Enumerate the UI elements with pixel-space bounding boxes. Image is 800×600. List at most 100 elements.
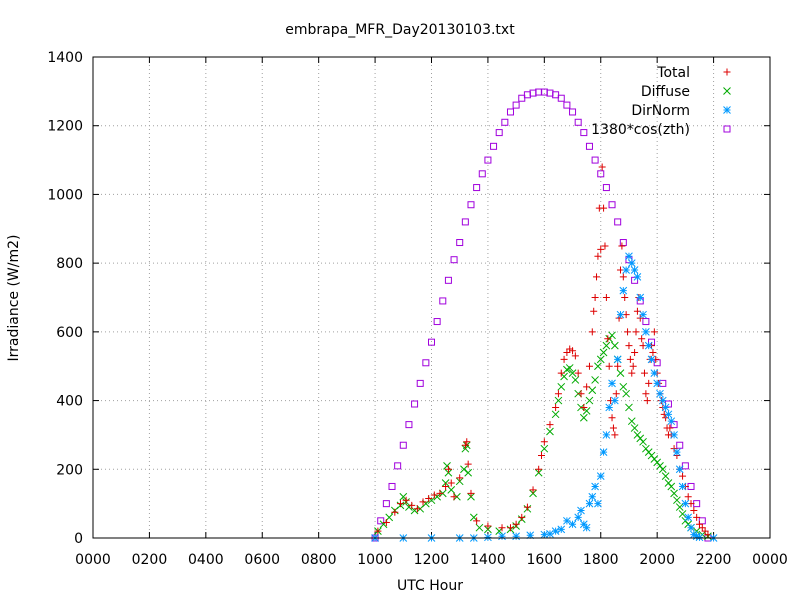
data-point bbox=[658, 396, 667, 405]
data-point bbox=[529, 89, 537, 97]
data-point bbox=[598, 163, 606, 171]
data-point bbox=[675, 465, 684, 474]
data-point bbox=[546, 421, 554, 429]
data-point bbox=[467, 489, 475, 497]
data-point bbox=[614, 218, 622, 226]
data-point bbox=[490, 142, 498, 150]
data-point bbox=[640, 369, 648, 377]
data-point bbox=[464, 468, 473, 477]
data-point bbox=[506, 108, 514, 116]
data-point bbox=[597, 170, 605, 178]
data-point bbox=[460, 465, 468, 474]
x-tick-label: 1200 bbox=[414, 552, 450, 568]
chart-title: embrapa_MFR_Day20130103.txt bbox=[285, 22, 515, 38]
data-point bbox=[447, 486, 456, 494]
plot-series bbox=[371, 88, 718, 542]
data-point bbox=[621, 294, 629, 301]
data-point bbox=[411, 400, 419, 408]
data-point bbox=[382, 500, 390, 508]
data-point bbox=[690, 507, 698, 515]
data-point bbox=[591, 156, 599, 164]
data-point bbox=[402, 496, 410, 504]
data-point bbox=[484, 533, 492, 542]
data-point bbox=[611, 341, 619, 350]
data-point bbox=[568, 520, 577, 529]
data-point bbox=[678, 482, 687, 491]
data-point bbox=[638, 335, 646, 343]
data-point bbox=[416, 379, 424, 387]
data-point bbox=[413, 505, 421, 513]
data-point bbox=[649, 348, 657, 356]
data-point bbox=[394, 462, 402, 470]
data-point bbox=[676, 441, 684, 449]
data-point bbox=[590, 307, 598, 315]
data-point bbox=[433, 318, 441, 326]
data-point bbox=[670, 489, 678, 498]
data-point bbox=[540, 444, 549, 453]
data-point bbox=[546, 89, 554, 97]
data-point bbox=[579, 413, 588, 422]
data-point bbox=[653, 379, 662, 388]
y-tick-label: 200 bbox=[56, 462, 83, 478]
data-point bbox=[605, 362, 613, 370]
data-point bbox=[585, 142, 593, 150]
data-point bbox=[574, 118, 582, 126]
data-point bbox=[698, 517, 706, 525]
x-tick-label: 1400 bbox=[470, 552, 506, 568]
data-point bbox=[577, 390, 585, 398]
data-point bbox=[444, 276, 452, 284]
data-point bbox=[628, 369, 636, 377]
data-point bbox=[583, 383, 591, 391]
data-point bbox=[599, 348, 608, 357]
series-0 bbox=[374, 163, 712, 539]
data-point bbox=[692, 532, 701, 541]
data-point bbox=[464, 460, 472, 468]
data-point bbox=[689, 530, 698, 539]
data-point bbox=[408, 501, 416, 509]
data-point bbox=[512, 520, 520, 528]
data-point bbox=[632, 328, 640, 336]
legend-marker bbox=[723, 68, 731, 76]
data-point bbox=[631, 348, 639, 356]
data-point bbox=[693, 500, 701, 508]
data-point bbox=[693, 513, 701, 521]
data-point bbox=[538, 452, 546, 460]
data-point bbox=[625, 403, 633, 412]
y-tick-label: 0 bbox=[74, 531, 83, 547]
data-point bbox=[626, 355, 634, 363]
legend: Total Diffuse DirNorm 1380*cos(zth) bbox=[591, 65, 731, 138]
series-3 bbox=[371, 88, 712, 542]
data-point bbox=[442, 482, 450, 490]
data-point bbox=[667, 417, 676, 426]
data-point bbox=[666, 424, 674, 432]
data-point bbox=[630, 424, 639, 432]
data-point bbox=[675, 503, 684, 511]
data-point bbox=[551, 527, 560, 535]
data-point bbox=[596, 472, 605, 481]
data-point bbox=[582, 523, 591, 532]
data-point bbox=[495, 129, 503, 137]
data-point bbox=[673, 496, 681, 505]
y-tick-label: 800 bbox=[56, 256, 83, 272]
data-point bbox=[633, 273, 642, 281]
x-tick-label: 0000 bbox=[75, 552, 111, 568]
data-point bbox=[467, 201, 475, 209]
data-point bbox=[602, 431, 611, 439]
data-point bbox=[501, 118, 509, 126]
data-point bbox=[639, 437, 647, 446]
data-point bbox=[684, 493, 692, 501]
data-point bbox=[585, 396, 594, 405]
data-point bbox=[540, 530, 549, 539]
x-tick-label: 0800 bbox=[301, 552, 337, 568]
data-point bbox=[627, 417, 636, 426]
data-point bbox=[585, 362, 593, 370]
data-point bbox=[569, 347, 577, 355]
data-point bbox=[580, 403, 588, 411]
y-axis-ticks: 0 200 400 600 800 1000 1200 1400 bbox=[47, 50, 770, 547]
data-point bbox=[658, 465, 667, 474]
x-tick-label: 1800 bbox=[583, 552, 619, 568]
plot-frame bbox=[92, 56, 771, 539]
data-point bbox=[599, 448, 608, 456]
data-point bbox=[642, 328, 650, 336]
